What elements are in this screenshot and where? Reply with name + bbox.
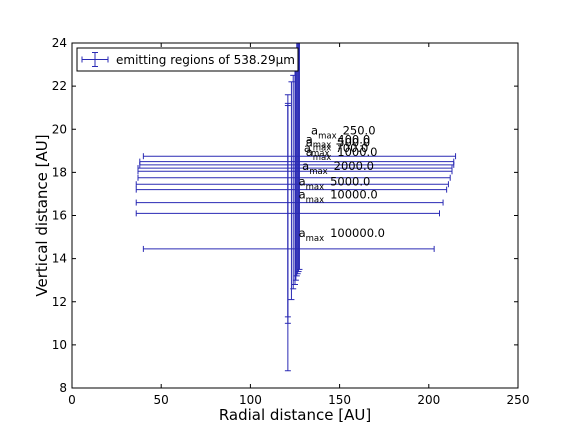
annotation-label-0: amax 250.0: [311, 124, 375, 142]
y-tick-label: 22: [52, 79, 67, 93]
x-tick-label: 100: [239, 393, 262, 407]
legend-box: [76, 47, 299, 72]
legend-label: emitting regions of 538.29μm: [116, 53, 295, 67]
annotation-label-2: amax 500.0: [306, 136, 370, 154]
x-tick-label: 200: [417, 393, 440, 407]
annotation-label-4: amax 1000.0: [306, 145, 378, 163]
annotation-label-6: amax 5000.0: [299, 174, 371, 192]
y-tick-label: 20: [52, 122, 67, 136]
legend: emitting regions of 538.29μm: [76, 47, 299, 72]
annotation-label-1: amax 400.0: [306, 132, 370, 150]
data-point-5: [137, 64, 451, 285]
y-tick-label: 8: [59, 381, 67, 395]
data-point-0: [142, 43, 457, 270]
data-point-7: [135, 81, 448, 301]
annotation-label-5: amax 2000.0: [302, 159, 374, 177]
annotation-label-7: amax 10000.0: [299, 187, 378, 205]
x-axis-label: Radial distance [AU]: [219, 406, 371, 424]
annotation-label-3: amax 700.0: [304, 141, 368, 159]
y-tick-label: 14: [52, 252, 67, 266]
legend-errorbar-marker: [81, 52, 109, 67]
series-layer: [135, 43, 457, 372]
x-tick-label: 50: [154, 393, 169, 407]
y-tick-label: 10: [52, 338, 67, 352]
x-tick-label: 150: [328, 393, 351, 407]
data-point-6: [135, 74, 449, 290]
y-tick-label: 18: [52, 165, 67, 179]
x-tick-label: 250: [507, 393, 530, 407]
y-axis-label: Vertical distance [AU]: [33, 134, 51, 296]
tick-layer: 0 50 100 150 200 250 8 10 12 14 16 18 20 22 24: [52, 36, 530, 407]
x-tick-label: 0: [68, 393, 76, 407]
y-tick-label: 24: [52, 36, 67, 50]
data-point-10: [142, 105, 435, 372]
y-tick-label: 16: [52, 209, 67, 223]
y-tick-label: 12: [52, 295, 67, 309]
annotation-label-8: amax 100000.0: [299, 226, 385, 244]
